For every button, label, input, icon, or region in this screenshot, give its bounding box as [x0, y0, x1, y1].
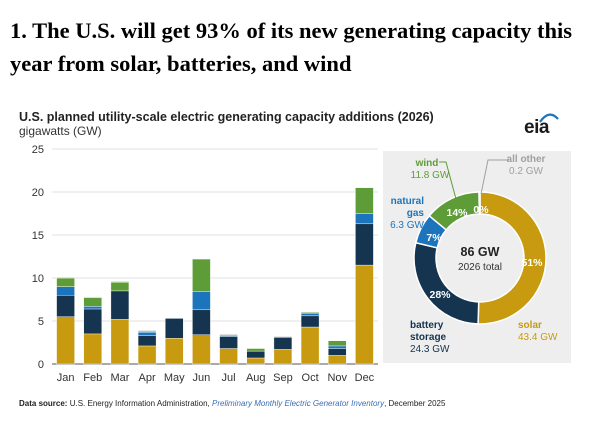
- bar-segment-wind-mar: [110, 282, 130, 292]
- x-tick-label: Aug: [246, 372, 266, 384]
- y-tick-label: 25: [32, 144, 44, 156]
- donut-center-label: 2026 total: [458, 262, 502, 273]
- bar-segment-battery-storage-jan: [56, 295, 75, 317]
- bar-segment-solar-jul: [219, 348, 238, 365]
- legend-value-wind: 11.8 GW: [411, 170, 450, 181]
- legend-name-wind: wind: [415, 158, 439, 169]
- bar-segment-battery-storage-mar: [110, 290, 130, 320]
- legend-value-solar: 43.4 GW: [518, 332, 558, 343]
- eia-logo-arc-icon: [539, 113, 559, 123]
- bar-segment-wind-dec: [355, 187, 374, 214]
- legend-name-all-other: all other: [507, 154, 546, 165]
- bar-segment-all-other-jul: [219, 333, 238, 335]
- headline: 1. The U.S. will get 93% of its new gene…: [10, 18, 573, 76]
- leader-line-wind: [439, 161, 457, 200]
- donut-slice-solar: [477, 191, 547, 325]
- bar-segment-solar-nov: [328, 355, 347, 365]
- x-tick-label: Sep: [273, 372, 293, 384]
- y-axis-unit-label: gigawatts (GW): [19, 124, 102, 138]
- bar-segment-battery-storage-nov: [328, 348, 347, 356]
- x-tick-label: Jan: [57, 372, 75, 384]
- bar-segment-natural-gas-jun: [192, 291, 211, 311]
- bar-segment-natural-gas-feb: [83, 306, 102, 310]
- legend-value-natural-gas: 6.3 GW: [390, 220, 424, 231]
- x-tick-label: Oct: [302, 372, 319, 384]
- bar-segment-solar-may: [165, 338, 184, 365]
- x-tick-label: Nov: [327, 372, 347, 384]
- bar-segment-battery-storage-may: [165, 318, 184, 339]
- footer-label: Data source:: [19, 399, 68, 408]
- bar-segment-battery-storage-sep: [273, 337, 293, 350]
- legend-value-battery: 24.3 GW: [410, 344, 450, 355]
- bar-segment-all-other-feb: [83, 296, 102, 298]
- legend-name-battery-1: battery: [410, 320, 444, 331]
- x-tick-label: Mar: [110, 372, 129, 384]
- bar-segment-battery-storage-jul: [219, 336, 238, 349]
- pct-label-natural-gas: 7%: [426, 232, 442, 244]
- x-tick-label: Dec: [355, 372, 375, 384]
- bar-segment-battery-storage-oct: [300, 315, 320, 328]
- bar-segment-battery-storage-aug: [246, 350, 265, 359]
- x-tick-label: Jun: [193, 372, 211, 384]
- bar-segment-all-other-mar: [110, 281, 130, 283]
- y-tick-label: 5: [38, 316, 44, 328]
- bar-segment-battery-storage-jun: [192, 309, 211, 335]
- data-source-footer: Data source: U.S. Energy Information Adm…: [19, 399, 445, 408]
- y-tick-label: 10: [32, 273, 44, 285]
- bar-segment-solar-oct: [300, 326, 320, 365]
- footer-text-1: U.S. Energy Information Administration,: [69, 399, 210, 408]
- pct-label-battery-storage: 28%: [429, 289, 451, 301]
- donut-center-value: 86 GW: [461, 245, 500, 259]
- bar-segment-wind-nov: [328, 340, 347, 347]
- bar-segment-all-other-apr: [137, 330, 157, 332]
- bar-segment-wind-jan: [56, 277, 75, 287]
- eia-logo: eia: [524, 117, 549, 138]
- legend-name-solar: solar: [518, 320, 542, 331]
- y-tick-label: 0: [38, 359, 44, 371]
- bar-segment-battery-storage-dec: [355, 223, 374, 266]
- legend-value-all-other: 0.2 GW: [509, 166, 543, 177]
- donut-slice-all-other: [478, 191, 481, 215]
- bar-segment-wind-jun: [192, 258, 211, 292]
- bar-segment-battery-storage-feb: [83, 308, 102, 335]
- x-tick-label: Apr: [139, 372, 156, 384]
- bar-segment-solar-jan: [56, 316, 75, 365]
- bar-segment-solar-aug: [246, 357, 265, 365]
- bar-segment-battery-storage-apr: [137, 335, 157, 347]
- bar-segment-all-other-sep: [273, 336, 293, 338]
- pct-label-solar: 51%: [521, 257, 543, 269]
- bar-segment-all-other-jan: [56, 276, 75, 279]
- x-tick-label: May: [164, 372, 185, 384]
- footer-text-2: , December 2025: [384, 399, 446, 408]
- bar-segment-solar-jun: [192, 334, 211, 365]
- leader-line-all-other: [480, 159, 509, 195]
- bar-segment-wind-feb: [83, 297, 102, 307]
- x-tick-label: Jul: [222, 372, 236, 384]
- legend-name-natural-gas-2: gas: [407, 208, 425, 219]
- y-tick-label: 15: [32, 230, 44, 242]
- bar-segment-solar-sep: [273, 349, 293, 365]
- legend-name-natural-gas-1: natural: [391, 196, 425, 207]
- bar-segment-solar-mar: [110, 319, 130, 365]
- bar-segment-solar-apr: [137, 345, 157, 365]
- bar-segment-solar-feb: [83, 333, 102, 365]
- bar-segment-natural-gas-jan: [56, 286, 75, 296]
- bar-segment-natural-gas-oct: [300, 313, 320, 317]
- pct-label-wind: 14%: [446, 207, 468, 219]
- x-tick-label: Feb: [83, 372, 102, 384]
- legend-name-battery-2: storage: [410, 332, 447, 343]
- bar-segment-natural-gas-nov: [328, 345, 347, 349]
- bar-segment-wind-oct: [300, 312, 320, 314]
- y-tick-label: 20: [32, 187, 44, 199]
- bar-segment-natural-gas-dec: [355, 213, 374, 225]
- bar-segment-natural-gas-apr: [137, 331, 157, 336]
- pct-label-all-other: 0%: [473, 204, 489, 216]
- bar-segment-wind-aug: [246, 348, 265, 352]
- chart-title: U.S. planned utility-scale electric gene…: [19, 110, 434, 124]
- source-link[interactable]: Preliminary Monthly Electric Generator I…: [212, 399, 385, 408]
- bar-segment-solar-dec: [355, 264, 374, 365]
